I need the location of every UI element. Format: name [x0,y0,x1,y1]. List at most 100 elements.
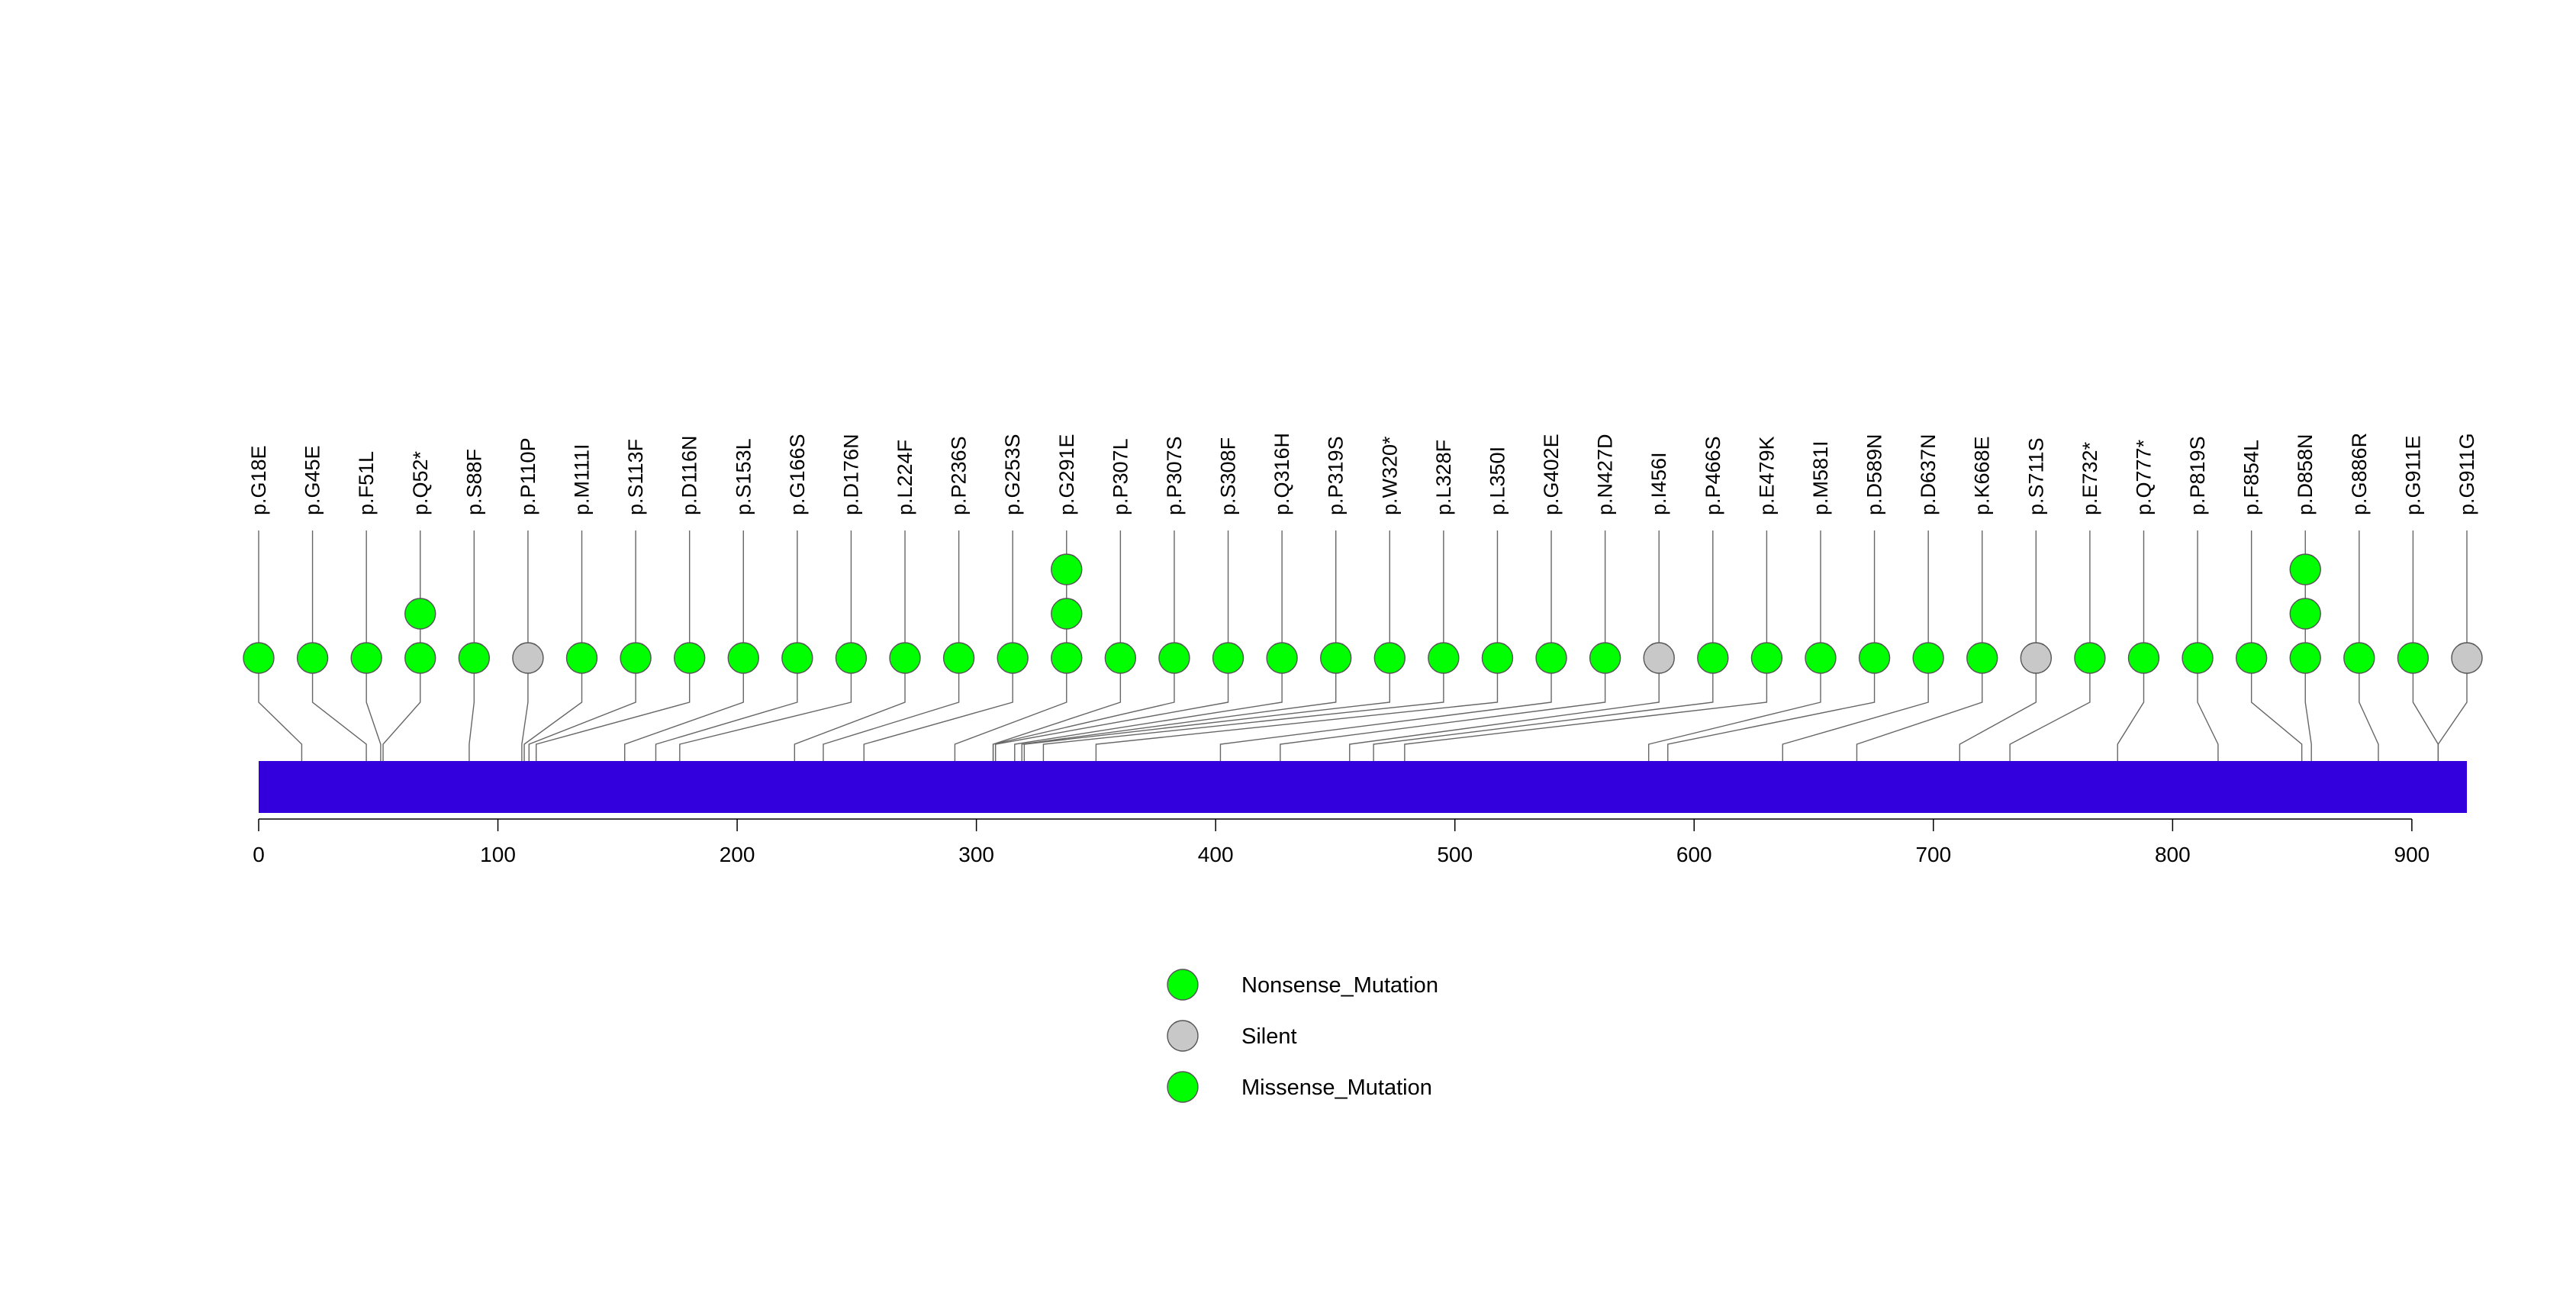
mutation-label: p.P319S [1325,436,1348,515]
mutation-point [1051,642,1083,674]
connector-line [1667,658,1876,761]
connector-line [794,658,906,761]
connector-line [1959,658,2037,761]
mutation-point [1104,642,1137,674]
connector-line [1021,658,1337,761]
mutation-label: p.G402E [1540,434,1563,515]
mutation-label: p.S711S [2024,437,2047,515]
legend-marker [1167,1071,1199,1103]
mutation-point [781,642,813,674]
mutation-point [1643,642,1675,674]
mutation-point [1266,642,1298,674]
mutation-point [404,598,436,630]
mutation-point [2235,642,2268,674]
mutation-point [620,642,652,674]
mutation-label: p.G166S [786,434,809,515]
connector-line [1280,658,1606,761]
mutation-point [1966,642,1998,674]
connector-line [1782,658,1929,761]
legend-label: Missense_Mutation [1241,1076,1432,1100]
mutation-label: p.G253S [1001,434,1024,515]
connector-line [536,658,691,761]
mutation-point [1805,642,1837,674]
mutation-point [727,642,759,674]
mutation-label: p.F854L [2240,440,2263,515]
mutation-label: p.I456I [1647,452,1670,515]
mutation-label: p.D116N [678,435,701,515]
connector-line [1023,658,1390,761]
lollipop-stems [258,531,2468,658]
x-tick-label: 800 [2155,843,2191,866]
connector-line [311,658,367,761]
mutation-label: p.L328F [1432,440,1455,515]
mutation-label: p.D858N [2294,434,2317,515]
connector-line [679,658,852,761]
mutation-point [1051,598,1083,630]
protein-bar [259,761,2467,813]
mutation-point [2182,642,2214,674]
mutation-point [1535,642,1567,674]
mutation-label: p.N427D [1594,434,1617,515]
mutation-points [243,553,2483,674]
connector-line [1647,658,1821,761]
mutation-point [1589,642,1621,674]
legend-marker [1167,969,1199,1001]
connector-line [258,658,303,761]
mutation-point [1320,642,1352,674]
mutation-point [1750,642,1783,674]
mutation-label: p.G886R [2348,433,2371,515]
mutation-point [835,642,868,674]
legend-marker [1167,1020,1199,1052]
mutation-point [1212,642,1245,674]
mutation-point [458,642,491,674]
mutation-label: p.D176N [839,434,862,515]
mutation-point [1158,642,1190,674]
mutation-point [512,642,544,674]
mutation-point [2451,642,2483,674]
mutation-point [2343,642,2375,674]
x-tick-label: 700 [1915,843,1951,866]
x-tick-label: 200 [720,843,755,866]
mutation-label: p.G291E [1055,434,1078,515]
x-tick-label: 500 [1437,843,1473,866]
connector-line [1856,658,1983,761]
connector-line [1014,658,1283,761]
connector-line [2412,658,2439,761]
connector-line [954,658,1067,761]
mutation-label: p.G911E [2401,435,2424,515]
mutation-label: p.P307S [1163,436,1186,515]
mutation-point [2289,642,2321,674]
mutation-point [1697,642,1729,674]
legend-label: Nonsense_Mutation [1241,973,1438,998]
connector-line [995,658,1229,761]
connector-line [863,658,1013,761]
mutation-point [1428,642,1460,674]
connector-line [2250,658,2303,761]
mutation-point [1858,642,1891,674]
mutation-point [1481,642,1514,674]
connector-line [2009,658,2091,761]
mutation-label: p.L350I [1486,447,1509,515]
mutation-label: p.M111I [571,443,594,515]
mutation-label: p.S113F [624,439,647,515]
mutation-label: p.S153L [732,438,755,515]
mutation-point [2020,642,2053,674]
mutation-point [296,642,329,674]
mutation-label: p.W320* [1378,436,1401,515]
connector-line [521,658,529,761]
mutation-label: p.D637N [1917,434,1940,515]
connector-line [624,658,744,761]
mutation-label: p.E732* [2079,441,2101,515]
mutation-point [942,642,975,674]
mutation-label: p.D589N [1863,434,1886,515]
connector-line [823,658,960,761]
mutation-label: p.S88F [462,449,485,515]
mutation-label: p.G45E [301,445,324,515]
mutation-point [997,642,1029,674]
mutation-point [350,642,382,674]
connector-line [1349,658,1660,761]
mutation-label: p.L224F [894,440,916,515]
connector-line [1219,658,1552,761]
mutation-label: p.P236S [948,436,971,515]
